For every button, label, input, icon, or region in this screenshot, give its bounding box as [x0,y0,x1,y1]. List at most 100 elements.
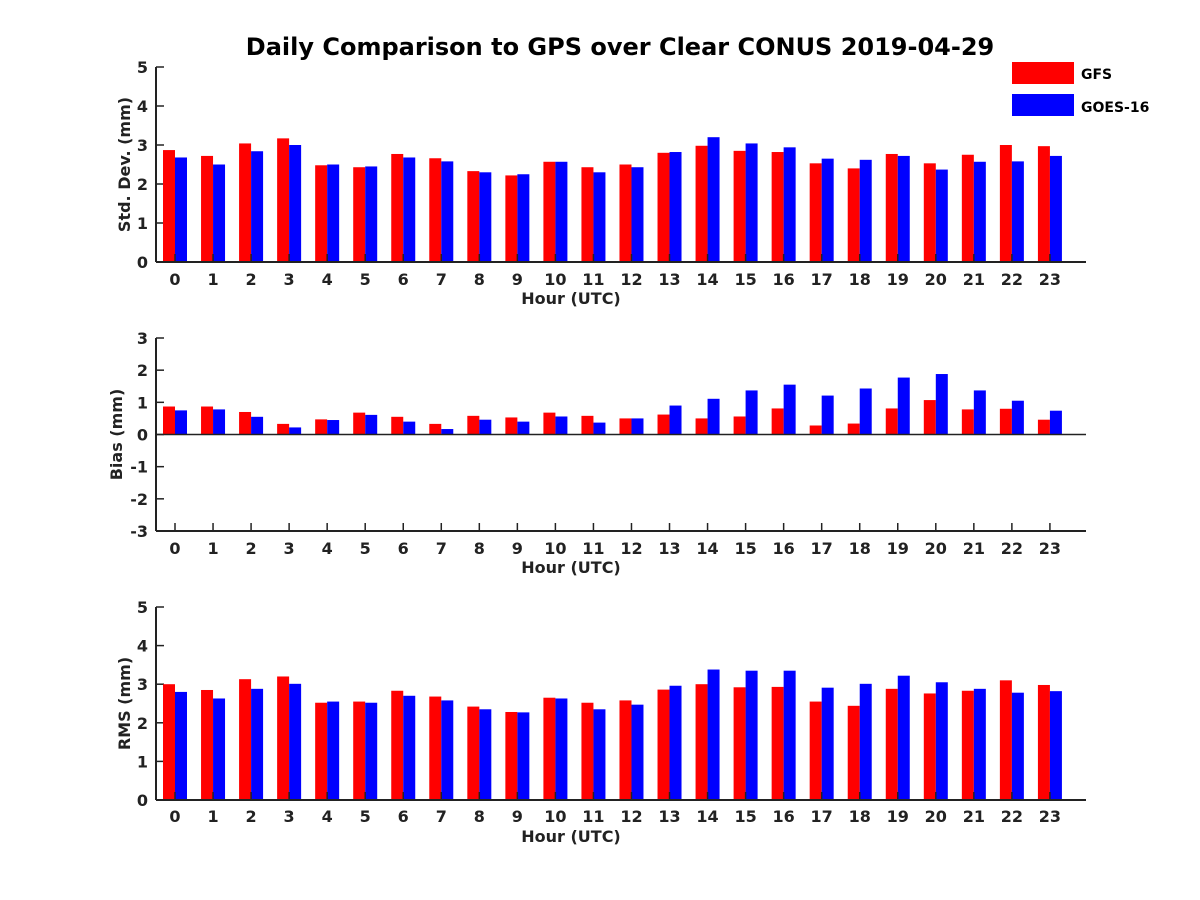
bar-goes16-hour-8 [479,172,492,262]
x-tick-label: 5 [360,270,371,289]
bar-goes16-hour-7 [441,161,454,262]
y-tick-label: 4 [137,637,148,656]
x-tick-label: 8 [474,270,485,289]
bar-goes16-hour-19 [897,155,910,262]
x-tick-label: 23 [1039,270,1061,289]
bar-gfs-hour-17 [809,701,822,800]
bar-gfs-hour-22 [999,680,1012,800]
bar-gfs-hour-16 [771,152,784,262]
x-tick-label: 11 [582,807,604,826]
bar-goes16-hour-9 [517,712,530,800]
x-tick-label: 6 [398,807,409,826]
x-tick-label: 15 [734,807,756,826]
bar-gfs-hour-22 [999,408,1012,435]
bar-goes16-hour-14 [707,398,720,435]
x-tick-label: 9 [512,807,523,826]
x-tick-label: 10 [544,807,566,826]
bar-goes16-hour-11 [593,422,606,435]
bar-gfs-hour-12 [619,418,632,435]
bar-goes16-hour-10 [555,698,568,800]
bar-gfs-hour-23 [1037,146,1050,262]
bar-goes16-hour-15 [745,143,758,262]
x-tick-label: 10 [544,270,566,289]
bar-gfs-hour-21 [961,154,974,262]
x-tick-label: 15 [734,270,756,289]
bar-gfs-hour-11 [581,415,594,435]
x-tick-label: 8 [474,807,485,826]
x-tick-label: 5 [360,539,371,558]
x-tick-label: 18 [849,270,871,289]
x-tick-label: 14 [696,539,718,558]
x-tick-label: 20 [925,539,947,558]
y-tick-label: 1 [137,393,148,412]
bar-gfs-hour-6 [391,416,404,435]
legend-label-gfs: GFS [1081,67,1112,83]
bar-gfs-hour-2 [239,411,252,435]
legend: GFS GOES-16 [1012,62,1149,116]
bar-gfs-hour-13 [657,414,670,435]
x-tick-label: 13 [658,539,680,558]
x-tick-label: 19 [887,270,909,289]
bar-goes16-hour-6 [403,421,416,435]
bar-gfs-hour-12 [619,164,632,262]
chart-title: Daily Comparison to GPS over Clear CONUS… [246,33,994,61]
legend-label-goes16: GOES-16 [1081,100,1149,116]
bar-gfs-hour-1 [201,406,214,435]
bar-gfs-hour-16 [771,408,784,435]
legend-swatch-goes16 [1012,94,1074,116]
bar-gfs-hour-17 [809,163,822,262]
bar-goes16-hour-3 [289,427,302,435]
bar-goes16-hour-9 [517,174,530,262]
x-tick-label: 0 [169,270,180,289]
bar-goes16-hour-10 [555,161,568,262]
bar-goes16-hour-0 [175,410,187,435]
bar-gfs-hour-8 [467,706,480,800]
x-tick-label: 22 [1001,539,1023,558]
bar-gfs-hour-22 [999,145,1012,262]
x-tick-label: 4 [322,270,333,289]
bar-gfs-hour-20 [923,400,936,435]
bar-goes16-hour-9 [517,421,530,435]
x-tick-label: 12 [620,539,642,558]
y-tick-label: 0 [137,253,148,272]
x-axis-label: Hour (UTC) [521,558,621,577]
bar-gfs-hour-17 [809,425,822,435]
bar-goes16-hour-0 [175,691,187,800]
x-tick-label: 7 [436,270,447,289]
bar-gfs-hour-6 [391,153,404,262]
bar-goes16-hour-12 [631,704,644,800]
bar-goes16-hour-5 [365,414,378,435]
bar-gfs-hour-15 [733,687,746,800]
bar-gfs-hour-14 [695,684,708,800]
y-tick-label: 5 [137,58,148,77]
y-tick-label: -1 [130,458,148,477]
bar-goes16-hour-19 [897,675,910,800]
y-tick-label: 3 [137,329,148,348]
bar-goes16-hour-8 [479,419,492,435]
y-tick-label: 5 [137,598,148,617]
y-axis-label: Std. Dev. (mm) [115,97,134,232]
y-tick-label: -3 [130,522,148,541]
bar-goes16-hour-21 [973,390,986,435]
bar-goes16-hour-6 [403,157,416,262]
bar-gfs-hour-2 [239,679,252,800]
bar-gfs-hour-3 [277,676,290,800]
bar-goes16-hour-6 [403,695,416,800]
x-tick-label: 2 [246,539,257,558]
bar-goes16-hour-18 [859,388,872,435]
x-tick-label: 21 [963,807,985,826]
bar-gfs-hour-6 [391,690,404,800]
x-tick-label: 22 [1001,270,1023,289]
x-tick-label: 6 [398,539,409,558]
x-tick-label: 21 [963,539,985,558]
x-tick-label: 19 [887,807,909,826]
x-tick-label: 23 [1039,539,1061,558]
x-tick-label: 3 [284,807,295,826]
x-tick-label: 1 [207,270,218,289]
bar-goes16-hour-11 [593,172,606,262]
x-tick-label: 9 [512,270,523,289]
bar-goes16-hour-13 [669,152,682,262]
